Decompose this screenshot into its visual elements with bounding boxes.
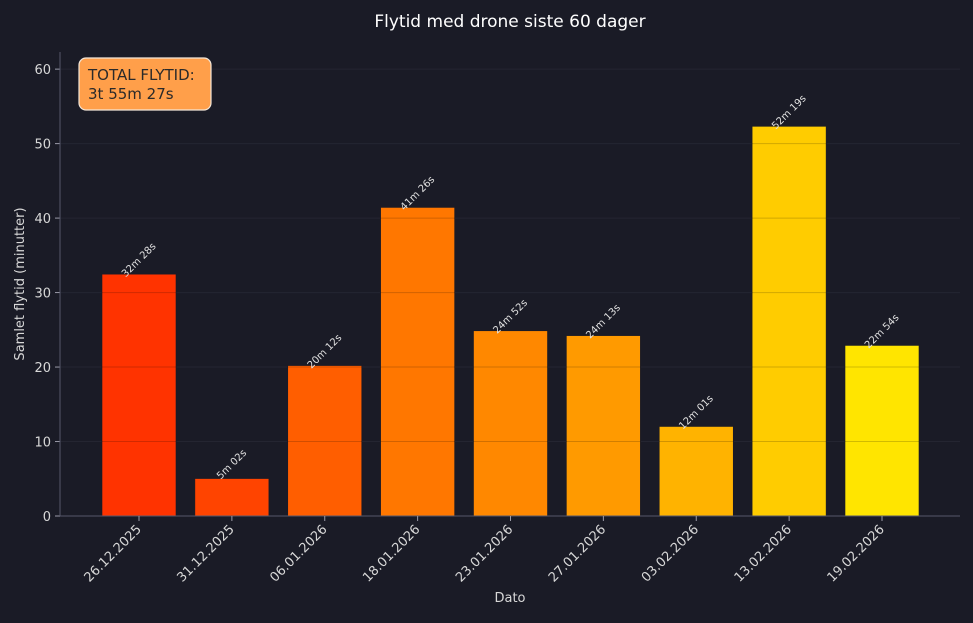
annotation-line2: 3t 55m 27s — [88, 85, 174, 103]
x-tick-label: 26.12.2025 — [82, 522, 145, 585]
y-tick-label: 30 — [34, 287, 51, 302]
x-tick-label: 13.02.2026 — [732, 522, 795, 585]
bar — [751, 126, 827, 517]
data-label: 5m 02s — [215, 448, 249, 482]
x-tick-label: 23.01.2026 — [453, 522, 516, 585]
y-tick-label: 20 — [34, 361, 51, 376]
annotation-box — [78, 57, 212, 111]
bar — [473, 330, 548, 517]
y-tick-label: 50 — [34, 138, 51, 153]
bar — [566, 335, 641, 517]
y-axis-label: Samlet flytid (minutter) — [13, 207, 28, 360]
x-tick-label: 06.01.2026 — [267, 522, 330, 585]
y-tick-label: 60 — [34, 63, 51, 78]
x-tick-label: 31.12.2025 — [174, 522, 237, 585]
bar — [658, 426, 734, 517]
bar — [844, 345, 920, 517]
bar — [380, 207, 455, 517]
y-tick-label: 10 — [34, 436, 51, 451]
total-flytid-annotation: TOTAL FLYTID: 3t 55m 27s — [78, 57, 212, 111]
x-tick-label: 27.01.2026 — [546, 522, 609, 585]
bar — [101, 273, 177, 517]
x-tick-label: 18.01.2026 — [360, 522, 423, 585]
annotation-line1: TOTAL FLYTID: — [87, 66, 195, 84]
bar — [194, 478, 270, 517]
y-tick-label: 40 — [34, 212, 51, 227]
x-tick-label: 19.02.2026 — [825, 522, 888, 585]
y-tick-label: 0 — [43, 510, 51, 525]
x-axis-label: Dato — [494, 591, 525, 606]
x-tick-label: 03.02.2026 — [639, 522, 702, 585]
bar — [287, 365, 363, 517]
chart-title: Flytid med drone siste 60 dager — [374, 12, 645, 32]
